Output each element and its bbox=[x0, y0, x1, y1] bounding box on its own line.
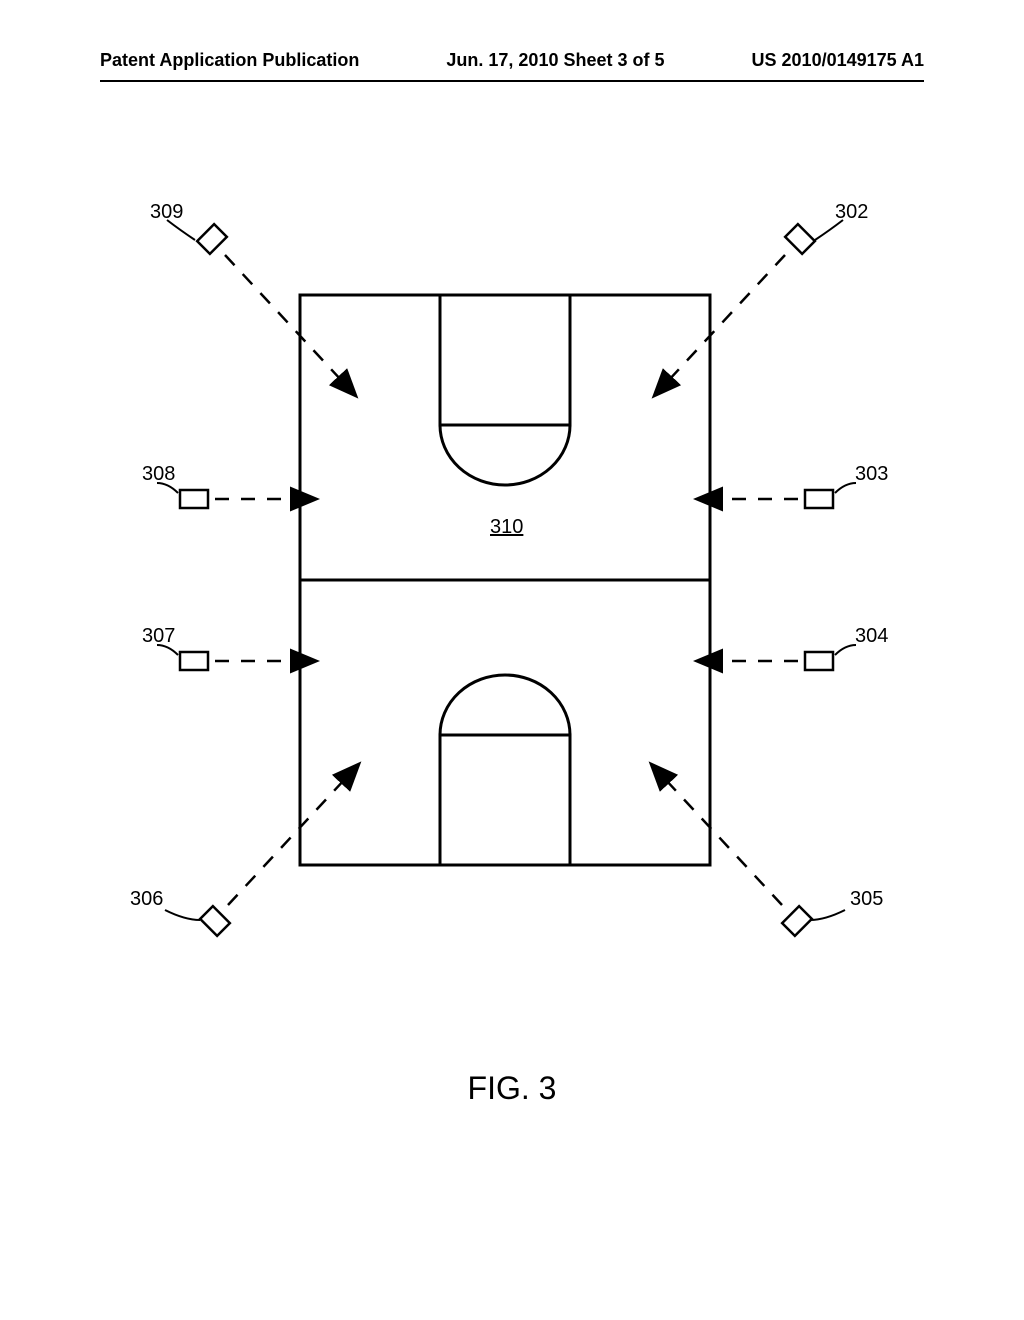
camera-306: 306 bbox=[130, 765, 358, 936]
diagram: 310 309 302 308 303 307 304 bbox=[0, 200, 1024, 1100]
camera-307: 307 bbox=[142, 625, 315, 670]
court-top-arc bbox=[440, 425, 570, 485]
header-right: US 2010/0149175 A1 bbox=[752, 50, 924, 71]
header-left: Patent Application Publication bbox=[100, 50, 359, 71]
svg-text:306: 306 bbox=[130, 888, 163, 910]
figure-label: FIG. 3 bbox=[0, 1070, 1024, 1107]
camera-309: 309 bbox=[150, 201, 355, 395]
court-bottom-arc bbox=[440, 675, 570, 735]
svg-text:308: 308 bbox=[142, 463, 175, 485]
court-top-key bbox=[440, 295, 570, 425]
svg-text:303: 303 bbox=[855, 463, 888, 485]
court-reference: 310 bbox=[490, 516, 523, 538]
court-bottom-key bbox=[440, 735, 570, 865]
page-header: Patent Application Publication Jun. 17, … bbox=[0, 50, 1024, 71]
diagram-svg: 310 309 302 308 303 307 304 bbox=[0, 200, 1024, 1100]
svg-text:302: 302 bbox=[835, 201, 868, 223]
svg-text:305: 305 bbox=[850, 888, 883, 910]
camera-308: 308 bbox=[142, 463, 315, 508]
header-center: Jun. 17, 2010 Sheet 3 of 5 bbox=[446, 50, 664, 71]
svg-text:309: 309 bbox=[150, 201, 183, 223]
camera-305: 305 bbox=[652, 765, 883, 936]
camera-303: 303 bbox=[698, 463, 888, 508]
camera-304: 304 bbox=[698, 625, 888, 670]
header-divider bbox=[100, 80, 924, 82]
svg-text:307: 307 bbox=[142, 625, 175, 647]
camera-302: 302 bbox=[655, 201, 868, 395]
svg-text:304: 304 bbox=[855, 625, 888, 647]
